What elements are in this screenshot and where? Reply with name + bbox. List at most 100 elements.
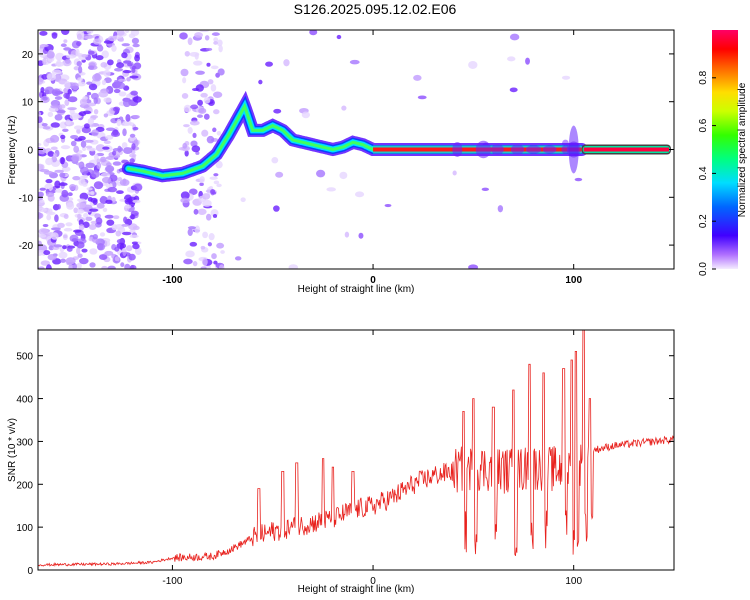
colorbar-ticks: 0.0 0.2 0.4 0.6 0.8 <box>698 70 716 276</box>
snr-x-tick-label: 0 <box>370 576 376 587</box>
spectrogram-noise-blob <box>73 125 83 130</box>
spectrogram-noise-blob <box>115 150 123 156</box>
spectrogram-y-tick-label: 10 <box>22 98 34 109</box>
spectrogram-noise-blob <box>67 96 78 103</box>
spectrogram-noise-blob <box>86 81 93 85</box>
spectrogram-noise-blob <box>213 180 220 185</box>
spectrogram-noise-blob <box>59 172 66 178</box>
spectrogram-noise-blob <box>118 91 127 97</box>
spectrogram-noise-blob <box>76 247 81 255</box>
trace-disturbance-blob <box>452 142 463 157</box>
spectrogram-noise-blob <box>55 52 65 61</box>
spectrogram-noise-blob <box>288 264 299 269</box>
spectrogram-noise-blob <box>187 228 193 237</box>
spectrogram-noise-blob <box>81 54 89 58</box>
spectrogram-noise-blob <box>103 113 109 118</box>
spectrogram-noise-blob <box>301 111 311 119</box>
spectrogram-noise-blob <box>38 228 49 236</box>
spectrogram-noise-blob <box>43 250 51 256</box>
spectrogram-noise-blob <box>216 183 222 188</box>
spectrogram-noise-blob <box>100 172 110 177</box>
spectrogram-noise-blob <box>180 68 189 77</box>
spectrogram-noise-blob <box>208 233 215 241</box>
colorbar-tick-label: 0.8 <box>698 70 709 84</box>
spectrogram-noise-blob <box>74 138 83 142</box>
spectrogram-noise-blob <box>271 157 279 164</box>
spectrogram-noise-blob <box>194 32 204 38</box>
spectrogram-noise-blob <box>96 162 102 170</box>
spectrogram-noise-blob <box>67 88 72 95</box>
spectrogram-noise-blob <box>189 120 200 126</box>
spectrogram-noise-blob <box>384 203 392 208</box>
spectrogram-noise-blob <box>129 133 136 138</box>
spectrogram-noise-blob <box>102 207 108 212</box>
spectrogram-noise-blob <box>82 181 88 187</box>
spectrogram-noise-blob <box>103 97 112 103</box>
spectrogram-noise-blob <box>212 91 223 98</box>
spectrogram-noise-blob <box>220 250 225 254</box>
spectrogram-noise-blob <box>54 114 63 121</box>
spectrogram-noise-blob <box>101 79 107 86</box>
spectrogram-noise-blob <box>201 129 209 137</box>
spectrogram-noise-blob <box>206 135 215 144</box>
spectrogram-noise-blob <box>213 260 218 265</box>
spectrogram-noise-blob <box>121 223 130 227</box>
colorbar-tick-label: 0.6 <box>698 118 709 132</box>
spectrogram-noise-blob <box>218 264 225 269</box>
spectrogram-noise-blob <box>54 96 63 100</box>
spectrogram-noise-blob <box>112 181 117 188</box>
snr-y-tick-label: 400 <box>16 395 33 406</box>
spectrogram-noise-blob <box>46 214 52 221</box>
spectrogram-noise-blob <box>265 61 273 67</box>
spectrogram-noise-blob <box>77 253 83 258</box>
spectrogram-noise-blob <box>185 250 195 258</box>
spectrogram-noise-blob <box>123 216 128 224</box>
spectrogram-noise-blob <box>187 126 193 134</box>
spectrogram-noise-blob <box>42 58 47 66</box>
spectrogram-noise-blob <box>131 65 137 70</box>
spectrogram-noise-blob <box>215 160 223 169</box>
spectrogram-noise-blob <box>199 30 210 33</box>
spectrogram-noise-blob <box>70 134 79 140</box>
spectrogram-noise-blob <box>114 256 120 262</box>
chart-title: S126.2025.095.12.02.E06 <box>294 1 457 17</box>
spectrogram-y-ticks: 20 10 0 -10 -20 <box>19 50 674 252</box>
spectrogram-noise-blob <box>85 162 96 169</box>
spectrogram-noise-blob <box>123 60 132 64</box>
spectrogram-noise-blob <box>39 30 48 36</box>
spectrogram-noise-blob <box>133 183 143 192</box>
spectrogram-noise-blob <box>62 128 69 133</box>
colorbar-gradient <box>712 30 738 269</box>
spectrogram-noise-blob <box>417 95 427 100</box>
spectrogram-noise-blob <box>130 213 135 220</box>
spectrogram-noise-blob <box>51 32 58 39</box>
spectrogram-noise-blob <box>76 61 82 67</box>
spectrogram-noise-blob <box>39 44 49 48</box>
spectrogram-noise-blob <box>69 108 75 115</box>
spectrogram-noise-blob <box>41 123 48 127</box>
spectrogram-noise-blob <box>102 146 110 150</box>
spectrogram-noise-blob <box>132 199 141 204</box>
spectrogram-noise-blob <box>275 171 284 178</box>
spectrogram-noise-blob <box>80 166 89 175</box>
spectrogram-noise-blob <box>132 96 142 103</box>
spectrogram-noise-blob <box>358 232 364 239</box>
spectrogram-noise-blob <box>212 214 218 218</box>
spectrogram-noise-blob <box>47 150 55 157</box>
spectrogram-noise-blob <box>121 142 128 149</box>
spectrogram-noise-blob <box>132 225 140 231</box>
spectrogram-noise-blob <box>76 241 85 249</box>
spectrogram-noise-blob <box>95 217 103 225</box>
spectrogram-noise-blob <box>509 87 518 93</box>
spectrogram-noise-blob <box>63 47 72 51</box>
spectrogram-noise-blob <box>65 257 76 265</box>
spectrogram-noise-blob <box>51 69 62 75</box>
spectrogram-noise-blob <box>84 139 94 143</box>
spectrogram-noise-blob <box>117 177 123 182</box>
spectrogram-noise-blob <box>124 198 132 205</box>
snr-series-line <box>38 330 674 567</box>
spectrogram-noise-blob <box>89 262 96 268</box>
snr-panel: -100 0 100 0 100 200 300 400 500 Height of stra… <box>7 329 675 595</box>
spectrogram-noise-blob <box>202 257 208 266</box>
